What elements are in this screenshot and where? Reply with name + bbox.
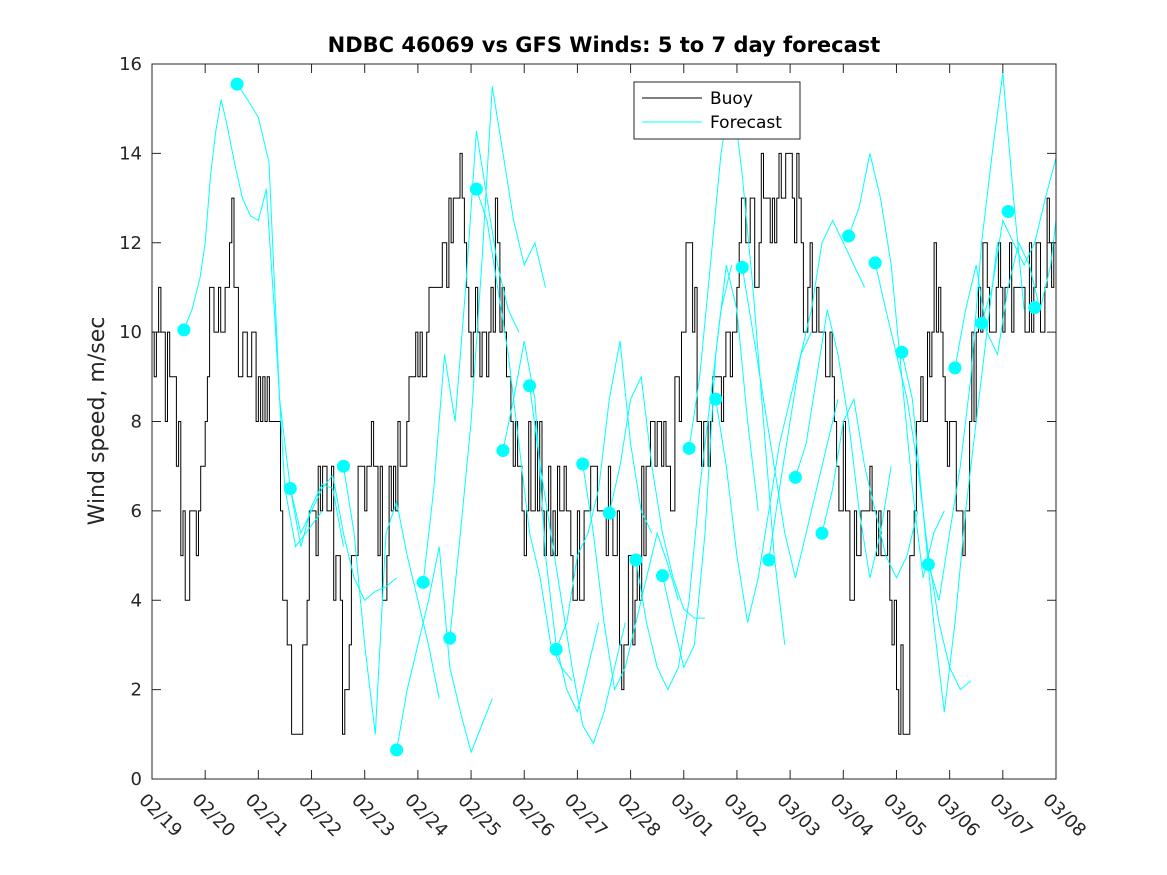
forecast-marker	[655, 569, 669, 583]
forecast-line	[582, 463, 679, 692]
forecast-marker	[762, 553, 776, 567]
y-axis-label: Wind speed, m/sec	[85, 317, 110, 526]
forecast-marker	[1001, 204, 1015, 218]
forecast-marker	[336, 459, 350, 473]
forecast-line	[555, 341, 653, 650]
forecast-line	[741, 267, 839, 579]
forecast-marker	[842, 229, 856, 243]
forecast-marker	[576, 457, 590, 471]
y-tick-label: 8	[131, 412, 142, 433]
forecast-marker	[948, 361, 962, 375]
forecast-line	[927, 72, 1025, 601]
y-tick-label: 14	[119, 143, 142, 164]
y-tick-label: 4	[131, 590, 142, 611]
forecast-marker	[629, 553, 643, 567]
forecast-line	[422, 130, 520, 583]
forecast-marker	[868, 256, 882, 270]
forecast-marker	[443, 631, 457, 645]
forecast-marker	[177, 323, 191, 337]
forecast-line	[289, 473, 397, 602]
forecast-line	[502, 341, 600, 714]
y-tick-label: 16	[119, 54, 142, 75]
forecast-line	[396, 546, 493, 754]
forecast-line	[954, 220, 1056, 368]
forecast-line	[183, 99, 323, 548]
y-tick-label: 10	[119, 322, 142, 343]
forecast-marker	[921, 558, 935, 571]
forecast-marker	[283, 482, 297, 496]
forecast-line	[981, 157, 1056, 324]
forecast-line	[475, 188, 573, 682]
forecast-line	[662, 264, 759, 669]
y-tick-label: 12	[119, 233, 142, 254]
forecast-line	[768, 219, 866, 561]
forecast-marker	[975, 316, 989, 330]
legend-box	[633, 81, 801, 140]
forecast-marker	[1028, 301, 1042, 315]
forecast-marker	[230, 77, 244, 91]
forecast-marker	[523, 379, 537, 393]
buoy-series	[152, 152, 1056, 735]
forecast-series-group	[183, 72, 1056, 754]
forecast-line	[715, 331, 812, 623]
forecast-marker	[788, 470, 802, 484]
forecast-marker-group	[177, 77, 1042, 757]
chart-title: NDBC 46069 vs GFS Winds: 5 to 7 day fore…	[328, 33, 881, 57]
forecast-marker	[549, 642, 563, 656]
forecast-line	[821, 397, 919, 580]
legend-buoy-label: Buoy	[710, 89, 753, 109]
y-axis-ticks: 0 2 4 6 8 10 12 14 16	[119, 54, 1056, 790]
forecast-marker	[390, 743, 404, 757]
forecast-marker	[416, 575, 430, 589]
forecast-line	[608, 375, 705, 619]
y-tick-label: 6	[131, 501, 142, 522]
legend: Buoy Forecast	[633, 81, 801, 140]
forecast-line	[529, 385, 626, 745]
y-tick-label: 2	[131, 680, 142, 701]
forecast-marker	[815, 526, 829, 540]
forecast-line	[449, 86, 546, 639]
forecast-marker	[682, 441, 696, 455]
forecast-line	[901, 242, 998, 713]
forecast-marker	[496, 444, 510, 458]
forecast-marker	[735, 260, 749, 274]
forecast-marker	[709, 392, 723, 406]
forecast-marker	[895, 345, 909, 359]
forecast-marker	[602, 506, 616, 520]
forecast-line	[794, 309, 892, 579]
legend-forecast-label: Forecast	[710, 113, 782, 133]
forecast-marker	[469, 182, 483, 196]
y-tick-label: 0	[131, 769, 142, 790]
buoy-line	[152, 152, 1056, 735]
